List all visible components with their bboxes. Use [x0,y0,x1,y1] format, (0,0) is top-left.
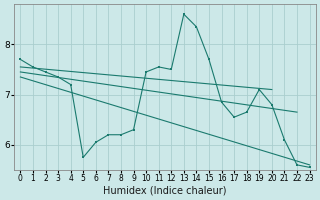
X-axis label: Humidex (Indice chaleur): Humidex (Indice chaleur) [103,186,227,196]
